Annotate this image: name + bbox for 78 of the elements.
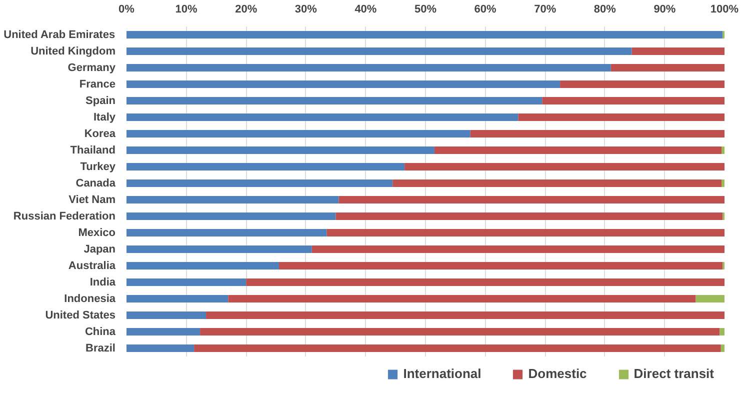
- y-tick-label: France: [79, 78, 116, 90]
- x-tick-label: 50%: [414, 4, 437, 16]
- y-tick-label: Brazil: [86, 342, 116, 354]
- x-tick-label: 30%: [294, 4, 318, 16]
- y-tick-label: Mexico: [78, 226, 116, 239]
- x-tick-label: 60%: [474, 4, 497, 16]
- bar: [632, 48, 724, 55]
- bar: [126, 278, 246, 286]
- bar: [722, 180, 724, 187]
- bar: [336, 212, 723, 220]
- bar: [610, 64, 724, 72]
- x-tick-label: 20%: [235, 4, 258, 16]
- bar: [720, 328, 724, 336]
- bar: [126, 328, 200, 336]
- bar: [338, 196, 724, 204]
- y-tick-label: Korea: [84, 128, 116, 140]
- y-tick-label: Russian Federation: [13, 210, 116, 222]
- y-tick-label: Turkey: [80, 160, 116, 173]
- bar: [722, 146, 724, 154]
- bar: [326, 229, 724, 236]
- bar: [126, 295, 228, 302]
- y-tick-label: Japan: [84, 243, 116, 256]
- bar: [560, 80, 724, 88]
- bar: [126, 262, 279, 270]
- y-tick-label: Viet Nam: [68, 194, 116, 206]
- x-tick-label: 80%: [594, 4, 616, 16]
- x-tick-label: 0%: [118, 4, 135, 16]
- bar: [126, 31, 723, 38]
- bar: [228, 295, 696, 302]
- bar: [200, 328, 720, 336]
- bar: [126, 180, 393, 187]
- bar: [126, 64, 611, 72]
- bar: [194, 344, 721, 352]
- y-tick-label: United Kingdom: [30, 45, 116, 58]
- y-tick-label: Thailand: [70, 144, 116, 156]
- bar: [404, 163, 724, 170]
- bar: [126, 246, 312, 253]
- y-tick-label: China: [84, 326, 116, 338]
- bar: [126, 229, 327, 236]
- bar: [392, 180, 722, 187]
- x-tick-label: 70%: [534, 4, 556, 16]
- bar: [542, 97, 724, 104]
- y-tick-label: Australia: [68, 260, 116, 272]
- y-tick-label: United Arab Emirates: [4, 28, 116, 41]
- x-tick-label: 100%: [710, 4, 739, 16]
- bar: [720, 344, 724, 352]
- bar: [470, 130, 724, 138]
- bar: [696, 295, 724, 302]
- bar: [126, 130, 470, 138]
- bar: [434, 146, 722, 154]
- bar: [278, 262, 723, 270]
- x-tick-label: 10%: [175, 4, 198, 16]
- bar: [126, 312, 206, 319]
- x-tick-label: 90%: [654, 4, 676, 16]
- bar: [126, 48, 632, 55]
- y-tick-label: Indonesia: [64, 292, 116, 305]
- y-tick-label: Spain: [86, 94, 116, 107]
- bar: [126, 114, 518, 121]
- bar: [126, 196, 339, 204]
- y-tick-label: India: [90, 276, 116, 288]
- bar: [126, 212, 336, 220]
- bar: [126, 97, 542, 104]
- bar: [126, 163, 405, 170]
- y-tick-label: Italy: [93, 111, 116, 124]
- bar: [246, 278, 724, 286]
- bar: [312, 246, 724, 253]
- bar: [126, 80, 560, 88]
- bar: [206, 312, 724, 319]
- bar: [126, 146, 434, 154]
- bar: [126, 344, 194, 352]
- legend-label: Domestic: [528, 366, 587, 381]
- bar: [518, 114, 724, 121]
- y-tick-label: Germany: [68, 62, 116, 74]
- legend-label: Direct transit: [634, 366, 714, 381]
- x-tick-label: 40%: [354, 4, 377, 16]
- y-tick-label: Canada: [76, 177, 116, 190]
- legend-label: International: [403, 366, 482, 381]
- y-tick-label: United States: [45, 309, 116, 322]
